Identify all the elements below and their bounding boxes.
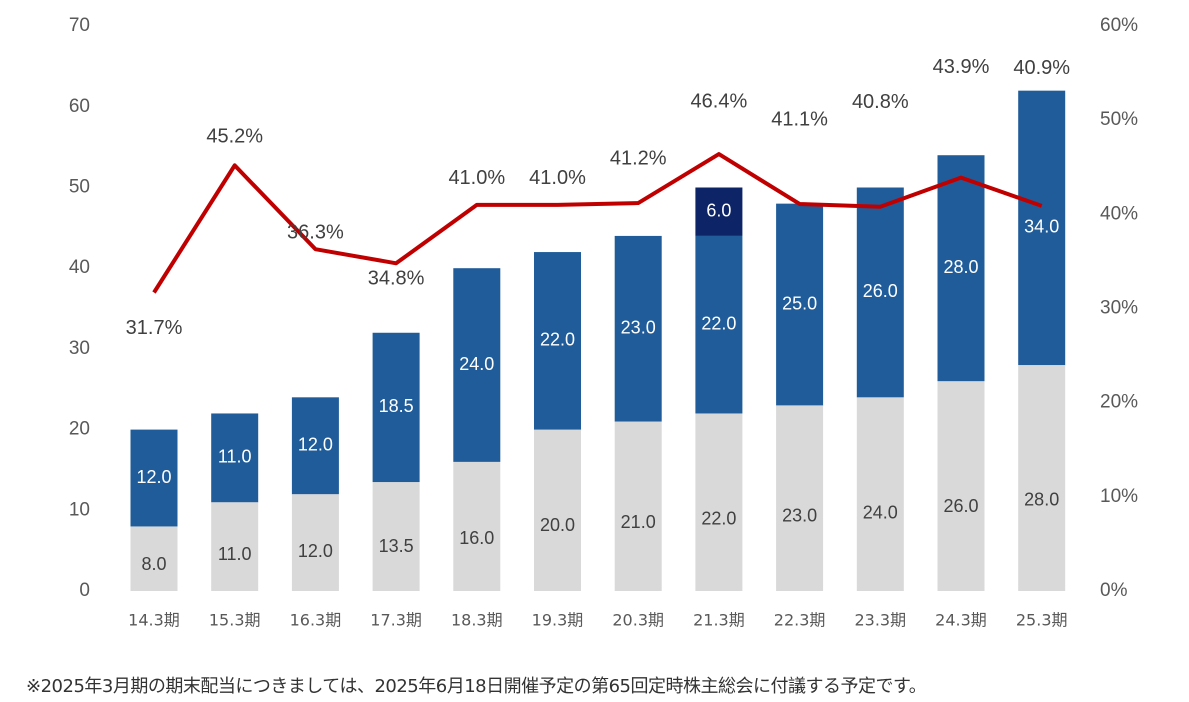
left-axis-tick-label: 30 [69,338,90,359]
bar-value-label: 28.0 [943,257,978,277]
bar-value-label: 13.5 [379,536,414,556]
bar-segment [211,502,259,591]
bar-segment [695,235,743,414]
category-label: 16.3期 [290,611,342,630]
bar-segment [776,405,824,591]
left-axis-tick-label: 50 [69,177,90,198]
bar-value-label: 22.0 [701,313,736,333]
bar-value-label: 8.0 [141,554,166,574]
bar-value-label: 20.0 [540,515,575,535]
category-label: 22.3期 [774,611,826,630]
bar-segment [130,429,178,527]
category-label: 15.3期 [209,611,261,630]
bar-segment [453,268,501,462]
bar-value-label: 22.0 [540,330,575,350]
bar-segment [856,187,904,398]
bar-value-label: 24.0 [459,354,494,374]
payout-ratio-label: 41.2% [610,147,667,169]
category-label: 21.3期 [693,611,745,630]
bar-segment [937,155,985,382]
right-axis-tick-label: 40% [1100,203,1138,224]
payout-ratio-label: 43.9% [933,56,990,78]
right-axis-tick-label: 30% [1100,298,1138,319]
left-axis-tick-label: 10 [69,499,90,520]
category-label: 18.3期 [451,611,503,630]
left-axis-tick-label: 20 [69,419,90,440]
payout-ratio-label: 41.0% [448,167,505,189]
left-axis-tick-label: 0 [79,580,90,601]
footnote: ※2025年3月期の期末配当につきましては、2025年6月18日開催予定の第65… [26,676,927,697]
payout-ratio-line [152,152,1043,294]
right-axis-tick-label: 20% [1100,392,1138,413]
bar-segment [614,235,662,422]
bar-value-label: 24.0 [863,502,898,522]
category-label: 20.3期 [612,611,664,630]
left-axis-tick-label: 70 [69,15,90,36]
payout-ratio-label: 45.2% [206,126,263,148]
bar-segment [776,203,824,406]
bar-value-label: 28.0 [1024,489,1059,509]
bar-segment [534,252,581,430]
payout-ratio-label: 46.4% [691,90,748,112]
left-axis-tick-label: 40 [69,257,90,278]
bar-segment [695,413,743,591]
bar-value-label: 6.0 [706,200,731,220]
category-label: 14.3期 [128,611,180,630]
bar-value-label: 23.0 [621,317,656,337]
bar-value-label: 11.0 [218,447,252,467]
category-label: 25.3期 [1016,611,1068,630]
payout-ratio-label: 34.8% [368,268,425,290]
payout-ratio-label: 31.7% [126,317,183,339]
bar-segment [372,482,420,591]
right-axis-tick-label: 60% [1100,15,1138,36]
bar-segment [937,381,985,591]
bar-value-label: 22.0 [701,509,736,529]
bar-segment [534,429,581,591]
right-axis-tick-label: 10% [1100,486,1138,507]
category-label: 17.3期 [370,611,422,630]
bar-value-label: 12.0 [298,541,333,561]
bar-value-label: 21.0 [621,512,656,532]
right-axis-tick-label: 50% [1100,109,1138,130]
bar-segment [614,421,662,591]
bar-segment [856,397,904,591]
bar-segment [372,332,420,483]
bar-value-label: 34.0 [1024,217,1059,237]
bar-segment [695,187,743,236]
category-label: 23.3期 [854,611,906,630]
bar-segment [453,461,501,591]
bar-segment [291,397,339,495]
payout-ratio-label: 41.0% [529,167,586,189]
bar-value-label: 26.0 [943,496,978,516]
bar-value-label: 18.5 [379,396,414,416]
bar-segment [130,526,178,591]
bar-segment [291,494,339,591]
right-axis-tick-label: 0% [1100,580,1128,601]
payout-ratio-label: 40.8% [852,91,909,113]
bar-value-label: 11.0 [218,544,252,564]
bar-value-label: 23.0 [782,506,817,526]
bar-segment [1018,90,1066,366]
category-label: 19.3期 [532,611,584,630]
bar-value-label: 25.0 [782,293,817,313]
payout-ratio-label: 40.9% [1013,57,1070,79]
payout-ratio-label: 41.1% [771,108,828,130]
bar-segment [211,413,259,503]
left-axis-tick-label: 60 [69,96,90,117]
dividend-chart: 0 10 20 30 40 50 60 70 0% 10% 20% 30% 40% 50% 60% 8.0 12… [69,15,1138,630]
bar-value-label: 16.0 [459,528,494,548]
bar-value-label: 12.0 [136,467,171,487]
bar-value-label: 12.0 [298,434,333,454]
category-label: 24.3期 [935,611,987,630]
payout-ratio-label: 36.3% [287,221,344,243]
bar-value-label: 26.0 [863,281,898,301]
bar-segment [1018,365,1066,591]
